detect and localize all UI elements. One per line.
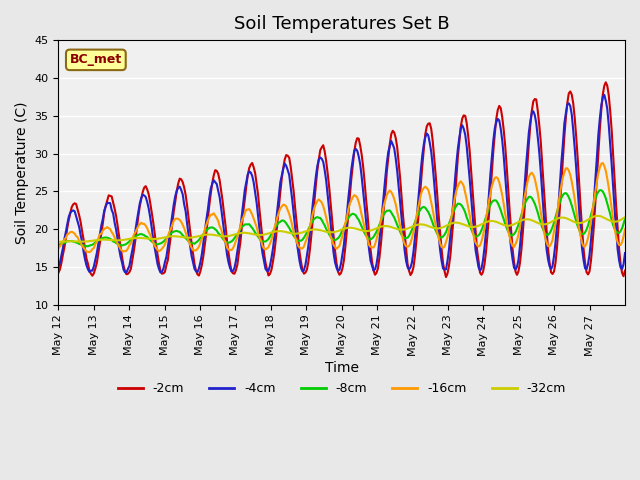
-32cm [458, 221, 466, 227]
-4cm [621, 250, 629, 256]
-16cm [54, 246, 62, 252]
-16cm [93, 239, 100, 245]
-2cm [54, 270, 62, 276]
-32cm [618, 216, 626, 222]
-16cm [544, 243, 552, 249]
-8cm [544, 232, 552, 238]
-32cm [346, 225, 354, 231]
-4cm [348, 167, 355, 172]
-8cm [620, 221, 627, 227]
-2cm [544, 246, 552, 252]
-8cm [83, 243, 90, 249]
-2cm [442, 274, 450, 280]
-32cm [621, 214, 629, 220]
-32cm [593, 213, 601, 219]
-32cm [92, 238, 99, 243]
-8cm [93, 239, 100, 244]
-4cm [157, 270, 164, 276]
-2cm [92, 265, 99, 271]
-4cm [54, 264, 62, 270]
Line: -8cm: -8cm [58, 190, 625, 246]
-8cm [621, 216, 629, 222]
-4cm [74, 218, 81, 224]
-8cm [74, 240, 81, 246]
Line: -32cm: -32cm [58, 216, 625, 242]
-4cm [600, 92, 608, 98]
Line: -4cm: -4cm [58, 95, 625, 273]
-8cm [54, 242, 62, 248]
Legend: -2cm, -4cm, -8cm, -16cm, -32cm: -2cm, -4cm, -8cm, -16cm, -32cm [113, 377, 571, 400]
-16cm [599, 160, 607, 166]
-4cm [620, 262, 627, 267]
-2cm [620, 273, 627, 279]
-32cm [543, 221, 550, 227]
Text: BC_met: BC_met [70, 53, 122, 66]
-8cm [596, 187, 604, 193]
-2cm [74, 206, 81, 212]
-32cm [54, 239, 62, 245]
-16cm [348, 197, 355, 203]
-8cm [348, 212, 355, 217]
-4cm [544, 257, 552, 263]
-8cm [460, 206, 468, 212]
-32cm [74, 239, 81, 244]
X-axis label: Time: Time [324, 361, 358, 375]
-16cm [74, 234, 81, 240]
-2cm [602, 80, 610, 85]
-16cm [620, 234, 627, 240]
Y-axis label: Soil Temperature (C): Soil Temperature (C) [15, 101, 29, 244]
-2cm [621, 268, 629, 274]
-16cm [621, 227, 629, 232]
Line: -2cm: -2cm [58, 83, 625, 277]
Line: -16cm: -16cm [58, 163, 625, 252]
-16cm [86, 249, 93, 255]
-4cm [460, 126, 468, 132]
-16cm [460, 183, 468, 189]
Title: Soil Temperatures Set B: Soil Temperatures Set B [234, 15, 449, 33]
-2cm [460, 112, 468, 118]
-4cm [92, 257, 99, 263]
-2cm [346, 193, 354, 199]
